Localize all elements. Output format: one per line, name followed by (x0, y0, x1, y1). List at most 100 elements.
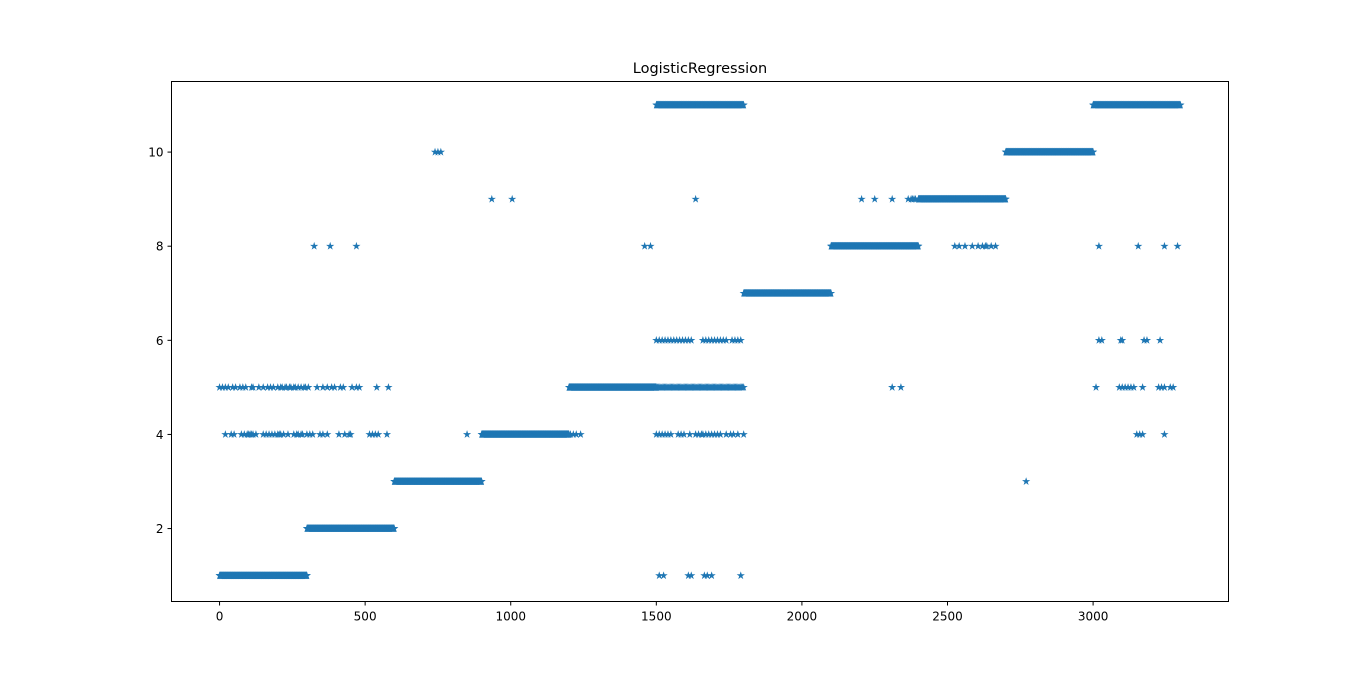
data-point (719, 336, 728, 344)
data-point (313, 383, 322, 391)
data-point (1139, 336, 1149, 344)
data-point (390, 524, 399, 533)
data-point (355, 383, 364, 391)
data-point (566, 430, 575, 438)
data-point (960, 241, 970, 250)
data-point (701, 336, 710, 344)
data-point (704, 336, 713, 344)
data-point (372, 383, 381, 391)
data-point (1132, 430, 1141, 438)
data-point (315, 430, 325, 438)
data-point (340, 430, 349, 438)
data-point (374, 430, 383, 438)
data-point (291, 383, 300, 391)
data-point (230, 430, 239, 438)
data-point (684, 571, 693, 580)
data-point (1173, 241, 1182, 250)
data-point (283, 430, 293, 438)
data-point (318, 383, 328, 391)
data-point (652, 430, 661, 438)
data-point (1135, 430, 1144, 438)
data-point (1126, 383, 1136, 391)
data-point (716, 430, 725, 438)
data-point (237, 430, 246, 438)
data-point (679, 430, 689, 438)
data-point (896, 383, 906, 391)
x-tick-label: 2000 (787, 610, 818, 624)
data-point (267, 430, 277, 438)
data-point (694, 430, 703, 438)
data-point (726, 430, 735, 438)
data-point (991, 241, 1000, 250)
data-point (687, 571, 696, 580)
data-point (263, 383, 272, 391)
data-point (982, 241, 991, 250)
data-point (655, 571, 664, 580)
data-point (658, 336, 667, 344)
data-point (368, 430, 377, 438)
data-point (346, 430, 355, 438)
data-point (384, 383, 393, 391)
data-point (1138, 430, 1147, 438)
data-point (655, 430, 664, 438)
data-point (334, 430, 344, 438)
data-point (576, 430, 585, 438)
data-point (713, 430, 722, 438)
data-point (684, 336, 693, 344)
data-point (278, 383, 287, 391)
data-point (707, 571, 716, 580)
data-point (911, 194, 920, 203)
y-tick-label: 4 (156, 428, 164, 442)
data-point (857, 194, 866, 203)
data-point (339, 383, 348, 391)
data-point (430, 147, 440, 156)
data-point (655, 336, 664, 344)
data-point (433, 147, 443, 156)
data-point (1094, 241, 1104, 250)
data-point (660, 336, 670, 344)
data-point (736, 571, 745, 580)
data-point (266, 383, 275, 391)
data-point (251, 430, 261, 438)
data-point (685, 430, 694, 438)
data-point (691, 194, 700, 203)
data-point (347, 383, 357, 391)
data-point (1094, 336, 1104, 344)
data-point (1169, 383, 1178, 391)
data-point (259, 383, 268, 391)
data-point (968, 241, 977, 250)
data-point (1118, 336, 1127, 344)
y-tick-label: 10 (148, 146, 163, 160)
data-point (308, 430, 317, 438)
data-point (672, 336, 681, 344)
x-tick-label: 1500 (641, 610, 672, 624)
data-point (282, 383, 291, 391)
y-tick-label: 2 (156, 522, 164, 536)
data-point (1176, 100, 1185, 109)
data-point (330, 383, 339, 391)
data-point (1115, 383, 1124, 391)
data-point (487, 194, 496, 203)
data-point (663, 430, 673, 438)
data-point (681, 336, 690, 344)
data-point (826, 288, 836, 297)
data-point (227, 430, 236, 438)
data-point (296, 383, 306, 391)
data-point (1160, 383, 1169, 391)
data-point (248, 383, 258, 391)
data-point (273, 383, 282, 391)
data-point (264, 430, 274, 438)
data-point (1118, 383, 1127, 391)
data-point (973, 241, 983, 250)
x-tick-label: 2500 (932, 610, 963, 624)
data-point (326, 241, 335, 250)
data-point (955, 241, 964, 250)
data-point (666, 430, 675, 438)
data-point (254, 383, 263, 391)
data-point (669, 336, 678, 344)
data-point (301, 383, 310, 391)
data-point (676, 430, 686, 438)
data-point (269, 383, 278, 391)
data-point (687, 336, 696, 344)
data-point (659, 571, 668, 580)
